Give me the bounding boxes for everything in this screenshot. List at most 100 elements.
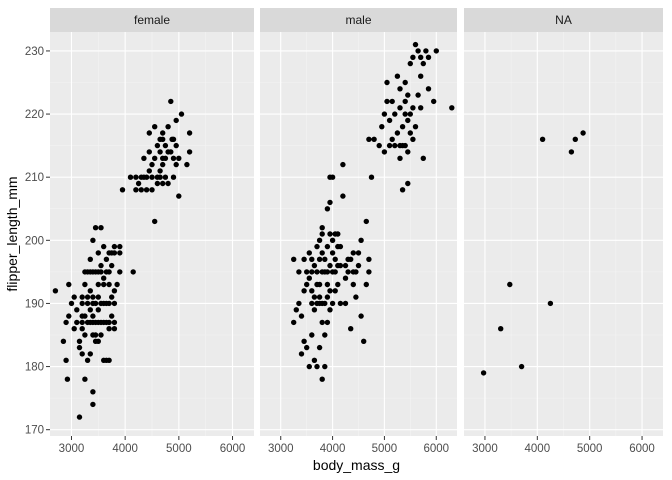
data-point (580, 130, 586, 136)
data-point (114, 281, 120, 288)
data-point (154, 142, 161, 149)
data-point (342, 275, 349, 281)
data-point (324, 281, 331, 288)
data-point (327, 199, 333, 206)
data-point (98, 262, 104, 269)
data-point (95, 294, 102, 300)
data-point (106, 281, 112, 288)
data-point (146, 130, 152, 136)
facet-strip-label: female (134, 13, 170, 27)
data-point (95, 307, 102, 313)
data-point (79, 300, 85, 307)
data-point (66, 281, 72, 288)
data-point (322, 332, 328, 338)
data-point (293, 307, 299, 313)
x-tick-label: 4000 (525, 443, 551, 455)
data-point (82, 332, 88, 338)
data-point (407, 111, 413, 117)
x-tick-label: 3000 (59, 443, 85, 455)
data-point (327, 288, 333, 294)
data-point (178, 111, 185, 117)
data-point (402, 98, 408, 105)
data-point (342, 300, 349, 307)
data-point (111, 288, 118, 294)
data-point (412, 41, 419, 48)
data-point (381, 149, 388, 155)
data-point (402, 79, 408, 86)
data-point (68, 300, 75, 307)
data-point (425, 54, 432, 60)
data-point (160, 136, 166, 142)
data-point (154, 180, 161, 187)
data-point (76, 414, 83, 420)
data-point (111, 250, 118, 256)
data-point (329, 237, 336, 243)
data-point (314, 269, 320, 275)
data-point (363, 281, 369, 288)
data-point (539, 136, 546, 142)
data-point (184, 161, 190, 168)
data-point (311, 357, 318, 363)
data-point (316, 256, 323, 262)
data-point (176, 155, 182, 161)
x-tick-label: 5000 (577, 443, 603, 455)
data-point (386, 117, 393, 124)
y-tick-label: 210 (25, 172, 44, 184)
data-point (74, 307, 80, 313)
data-point (63, 319, 69, 326)
data-point (410, 54, 416, 60)
data-point (355, 250, 362, 256)
y-tick-label: 220 (25, 109, 44, 121)
data-point (84, 357, 91, 363)
data-point (168, 98, 174, 105)
data-point (394, 73, 401, 79)
data-point (79, 326, 85, 332)
facet-panel-na: NA 3000 4000 5000 6000 (464, 8, 663, 455)
data-point (301, 288, 307, 294)
data-point (143, 174, 150, 180)
data-point (342, 262, 349, 269)
data-point (152, 155, 158, 161)
data-point (309, 288, 315, 294)
data-point (394, 130, 401, 136)
data-point (296, 300, 302, 307)
data-point (547, 300, 554, 307)
data-point (309, 269, 315, 275)
data-point (101, 275, 107, 281)
data-point (405, 180, 411, 187)
data-point (92, 225, 99, 231)
data-point (348, 256, 354, 262)
data-point (98, 225, 104, 231)
data-point (106, 269, 112, 275)
data-point (340, 193, 346, 199)
data-point (319, 250, 325, 256)
data-point (298, 351, 305, 357)
data-point (418, 54, 424, 60)
data-point (335, 231, 341, 237)
data-point (319, 231, 325, 237)
data-point (146, 149, 152, 155)
data-point (418, 105, 424, 111)
data-point (74, 319, 80, 326)
data-point (92, 300, 99, 307)
facet-strip-label: male (345, 13, 371, 27)
data-point (98, 332, 104, 338)
data-point (160, 161, 166, 168)
data-point (92, 332, 99, 338)
data-point (186, 130, 193, 136)
data-point (130, 269, 136, 275)
data-point (363, 218, 369, 225)
data-point (518, 363, 525, 370)
data-point (407, 130, 413, 136)
data-point (79, 319, 85, 326)
data-point (572, 136, 578, 142)
data-point (498, 326, 504, 332)
data-point (165, 180, 171, 187)
data-point (415, 48, 421, 54)
data-point (87, 256, 94, 262)
data-point (119, 187, 126, 193)
data-point (358, 237, 364, 243)
data-point (319, 376, 325, 382)
data-point (90, 313, 96, 319)
